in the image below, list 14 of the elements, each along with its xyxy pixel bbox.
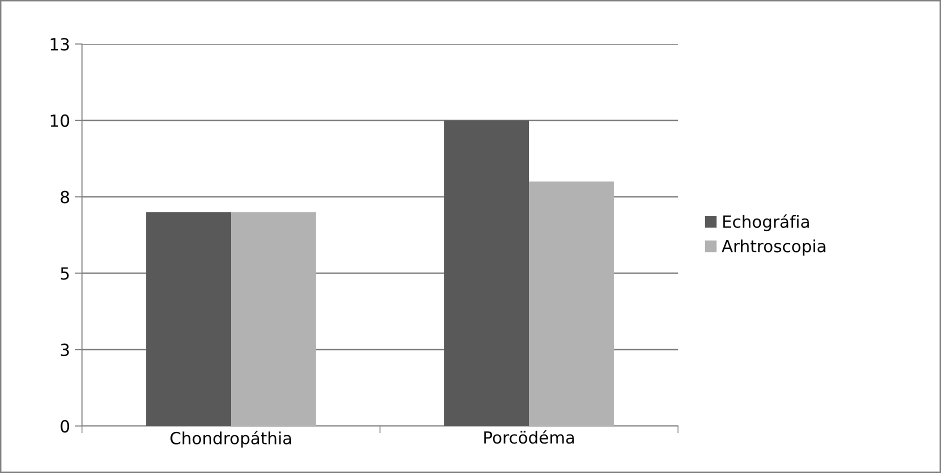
bar	[146, 212, 231, 426]
x-tick-label: Chondropáthia	[170, 430, 291, 448]
y-tick-label: 10	[50, 114, 70, 127]
y-tick-label: 5	[60, 267, 69, 280]
x-tick-label: Porcödéma	[484, 430, 574, 444]
bar	[231, 212, 316, 426]
y-tick-label: 0	[60, 420, 70, 433]
legend-label: Echográfia	[723, 214, 809, 232]
bar	[529, 182, 614, 426]
y-tick-label: 13	[50, 38, 69, 51]
y-tick-label: 3	[60, 344, 69, 356]
y-tick-label: 8	[60, 190, 70, 204]
bar	[444, 120, 529, 426]
legend-label: Arhtroscopia	[722, 240, 826, 256]
